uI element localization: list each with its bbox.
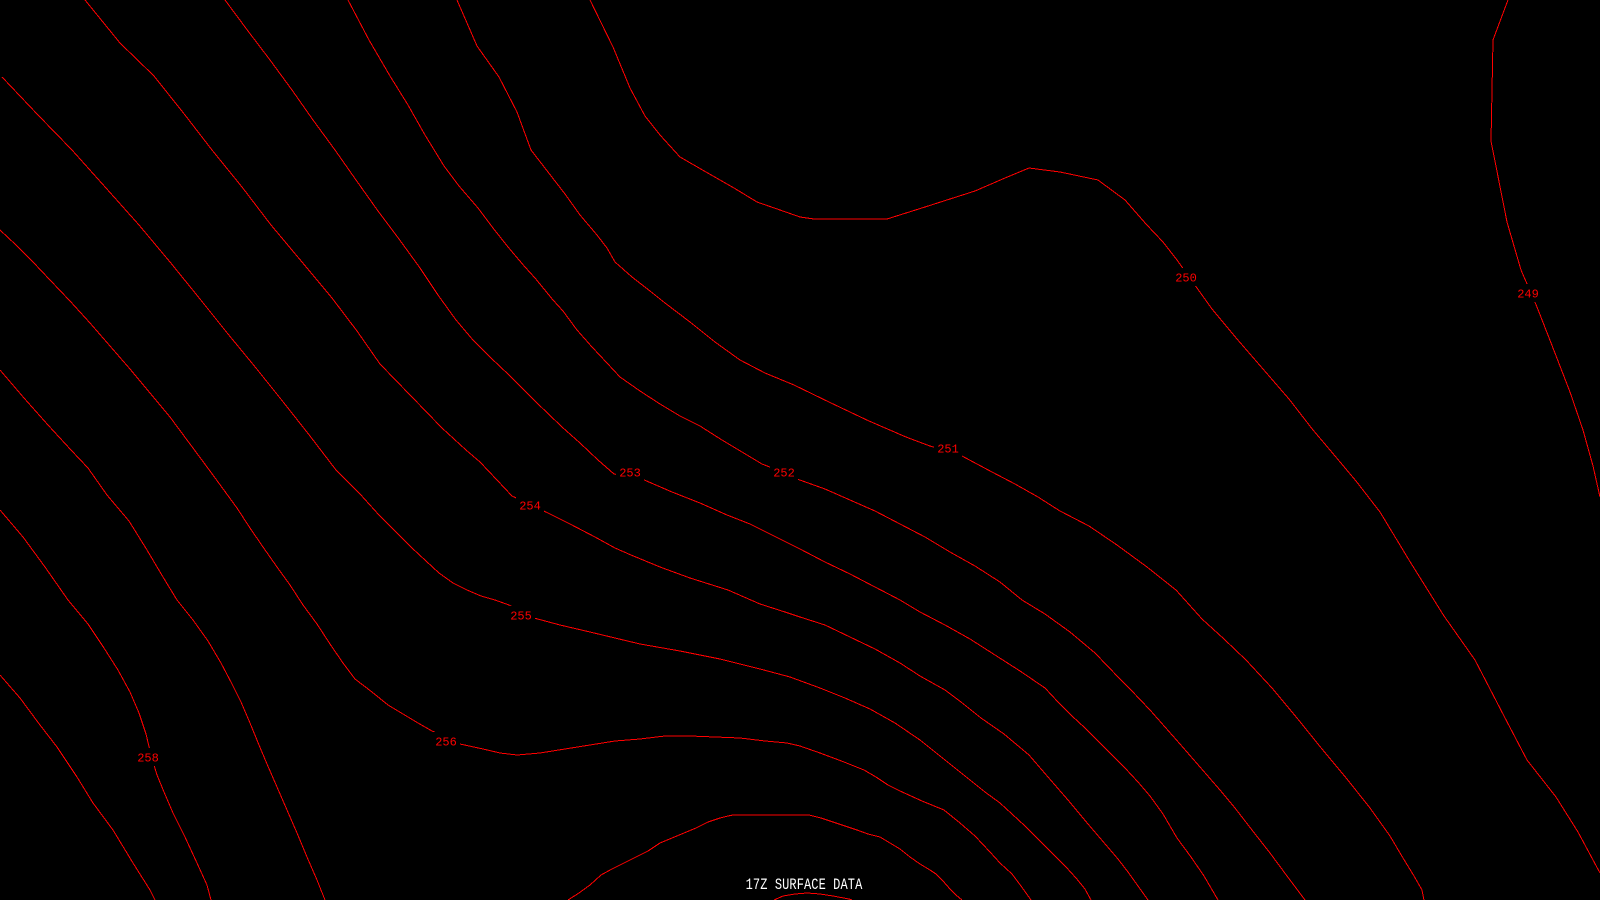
svg-text:250: 250 — [1175, 272, 1197, 286]
svg-text:253: 253 — [619, 467, 641, 481]
svg-text:258: 258 — [137, 752, 159, 766]
svg-text:251: 251 — [937, 443, 959, 457]
svg-text:255: 255 — [510, 610, 532, 624]
svg-text:252: 252 — [773, 467, 795, 481]
svg-text:254: 254 — [519, 500, 541, 514]
svg-text:249: 249 — [1517, 288, 1539, 302]
svg-text:17Z SURFACE DATA: 17Z SURFACE DATA — [746, 877, 863, 895]
svg-text:256: 256 — [435, 736, 457, 750]
